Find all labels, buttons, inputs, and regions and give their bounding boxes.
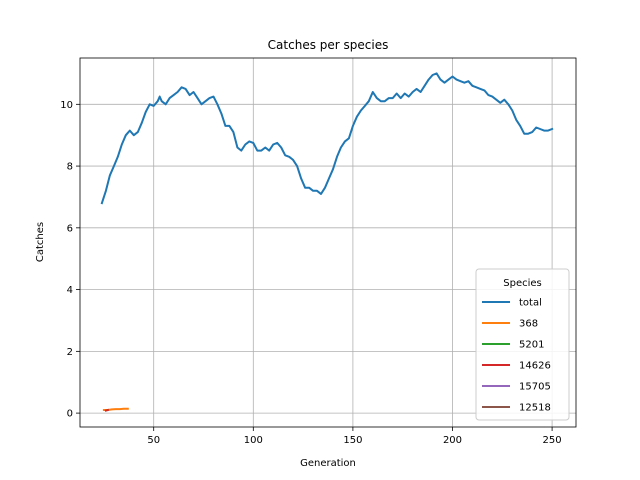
y-tick-label: 2 xyxy=(67,347,73,358)
grid xyxy=(80,58,576,427)
x-axis-label: Generation xyxy=(300,458,356,469)
y-tick-label: 6 xyxy=(67,223,73,234)
legend-label: 12518 xyxy=(519,403,551,414)
x-tick-label: 50 xyxy=(147,435,160,446)
y-ticks: 0 2 4 6 8 10 xyxy=(60,100,80,420)
x-tick-label: 100 xyxy=(244,435,263,446)
y-tick-label: 10 xyxy=(60,100,73,111)
series-line-total xyxy=(100,72,554,205)
x-tick-label: 200 xyxy=(443,435,462,446)
y-tick-label: 0 xyxy=(67,409,73,420)
legend-label: 14626 xyxy=(519,361,551,372)
axes-frame xyxy=(79,57,577,428)
y-tick-label: 4 xyxy=(67,285,73,296)
y-tick-label: 8 xyxy=(67,162,73,173)
series-layer xyxy=(100,72,554,412)
chart-title: Catches per species xyxy=(268,38,389,52)
legend-label: 5201 xyxy=(519,340,544,351)
series-line-14626 xyxy=(104,408,110,412)
legend-label: 368 xyxy=(519,319,538,330)
legend-label: 15705 xyxy=(519,382,551,393)
legend-title: Species xyxy=(503,278,542,289)
x-tick-label: 150 xyxy=(343,435,362,446)
y-axis-label: Catches xyxy=(35,222,46,262)
x-ticks: 50 100 150 200 250 xyxy=(147,427,562,446)
legend-box xyxy=(475,268,570,421)
legend-label: total xyxy=(519,298,542,309)
x-tick-label: 250 xyxy=(543,435,562,446)
legend: Species total 368 5201 14626 15705 12518 xyxy=(475,268,570,421)
